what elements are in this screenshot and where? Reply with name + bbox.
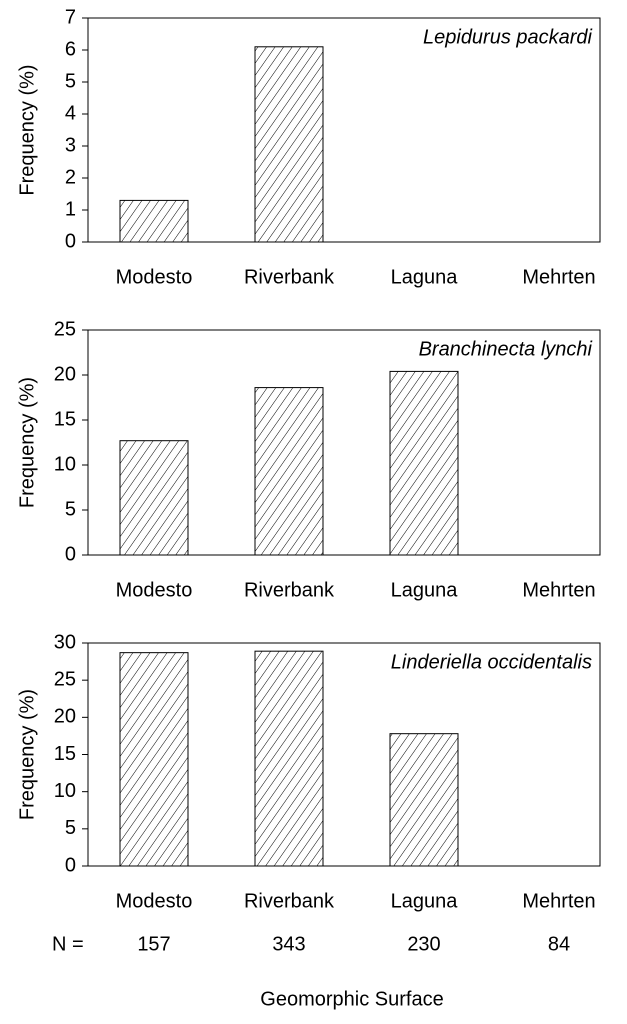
y-tick-label: 7 <box>65 6 76 28</box>
plot-frame <box>87 329 601 556</box>
bar <box>254 387 324 556</box>
bar <box>119 652 189 867</box>
bar <box>119 199 189 243</box>
y-tick-label: 5 <box>65 498 76 520</box>
y-tick-label: 4 <box>65 102 76 124</box>
y-tick-label: 2 <box>65 166 76 188</box>
x-tick-label: Modesto <box>116 579 193 601</box>
y-axis-title: Frequency (%) <box>16 689 38 820</box>
y-tick-label: 0 <box>65 543 76 565</box>
bar <box>254 650 324 867</box>
n-value: 157 <box>137 933 170 955</box>
panel-title: Lepidurus packardi <box>423 26 593 48</box>
x-tick-label: Mehrten <box>522 890 595 912</box>
y-tick-label: 1 <box>65 198 76 220</box>
x-tick-label: Laguna <box>391 579 459 601</box>
panel-title: Linderiella occidentalis <box>391 651 592 673</box>
x-axis-title: Geomorphic Surface <box>260 988 443 1010</box>
y-tick-label: 10 <box>54 780 76 802</box>
y-tick-label: 5 <box>65 817 76 839</box>
y-tick-label: 5 <box>65 70 76 92</box>
bar <box>119 440 189 556</box>
x-tick-label: Modesto <box>116 266 193 288</box>
x-tick-label: Mehrten <box>522 266 595 288</box>
y-tick-label: 30 <box>54 631 76 653</box>
y-tick-label: 15 <box>54 743 76 765</box>
x-tick-label: Mehrten <box>522 579 595 601</box>
x-tick-label: Laguna <box>391 890 459 912</box>
y-tick-label: 3 <box>65 134 76 156</box>
y-tick-label: 20 <box>54 706 76 728</box>
y-tick-label: 20 <box>54 363 76 385</box>
y-tick-label: 0 <box>65 854 76 876</box>
y-tick-label: 15 <box>54 408 76 430</box>
y-axis-title: Frequency (%) <box>16 377 38 508</box>
x-tick-label: Riverbank <box>244 579 335 601</box>
n-value: 230 <box>407 933 440 955</box>
y-tick-label: 25 <box>54 318 76 340</box>
y-tick-label: 25 <box>54 668 76 690</box>
n-label: N = <box>52 933 84 955</box>
x-tick-label: Modesto <box>116 890 193 912</box>
bar <box>254 46 324 243</box>
panel-title: Branchinecta lynchi <box>419 338 593 360</box>
y-tick-label: 6 <box>65 38 76 60</box>
n-value: 84 <box>548 933 570 955</box>
n-value: 343 <box>272 933 305 955</box>
y-tick-label: 10 <box>54 453 76 475</box>
x-tick-label: Laguna <box>391 266 459 288</box>
bar <box>389 370 459 556</box>
bar <box>389 733 459 867</box>
x-tick-label: Riverbank <box>244 266 335 288</box>
x-tick-label: Riverbank <box>244 890 335 912</box>
y-tick-label: 0 <box>65 230 76 252</box>
y-axis-title: Frequency (%) <box>16 64 38 195</box>
plot-frame <box>87 17 601 243</box>
